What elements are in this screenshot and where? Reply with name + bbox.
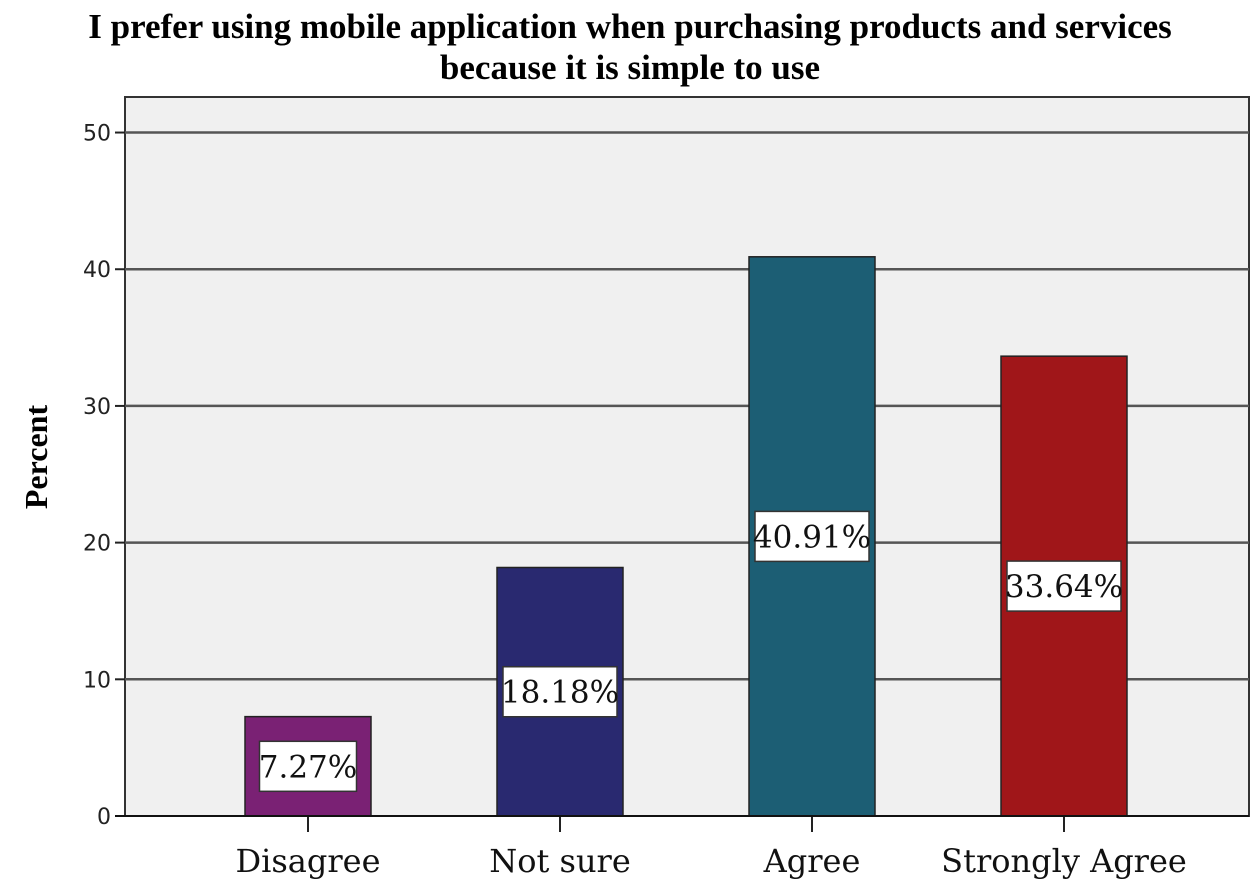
y-tick-label: 10 (83, 668, 111, 693)
y-tick-label: 40 (83, 258, 111, 283)
data-label: 40.91% (753, 519, 871, 555)
x-tick-label: Strongly Agree (941, 842, 1187, 880)
data-label-box (1006, 560, 1122, 612)
axis-layer: 0 10 20 30 40 50 (83, 122, 1249, 832)
chart-title: I prefer using mobile application when p… (0, 6, 1260, 88)
y-tick-label: 50 (83, 122, 111, 147)
data-label: 18.18% (501, 675, 619, 711)
chart-title-line-2: because it is simple to use (439, 48, 821, 87)
chart-title-line-1: I prefer using mobile application when p… (88, 7, 1172, 46)
x-tick-label: Agree (763, 842, 861, 880)
data-label: 33.64% (1005, 569, 1123, 605)
x-tick-label: Disagree (235, 842, 380, 880)
y-tick-label: 30 (83, 395, 111, 420)
data-label: 7.27% (259, 749, 357, 785)
data-label-box (754, 510, 870, 563)
y-tick-label: 0 (97, 805, 111, 830)
data-label-box (502, 665, 618, 718)
y-tick-label: 20 (83, 532, 111, 557)
data-label-box (258, 740, 358, 793)
y-axis-label: Percent (18, 405, 54, 510)
x-tick-label: Not sure (489, 842, 631, 880)
label-layer: Disagree 7.27% Not sure 18.18% Agree 40.91% St… (235, 510, 1187, 880)
